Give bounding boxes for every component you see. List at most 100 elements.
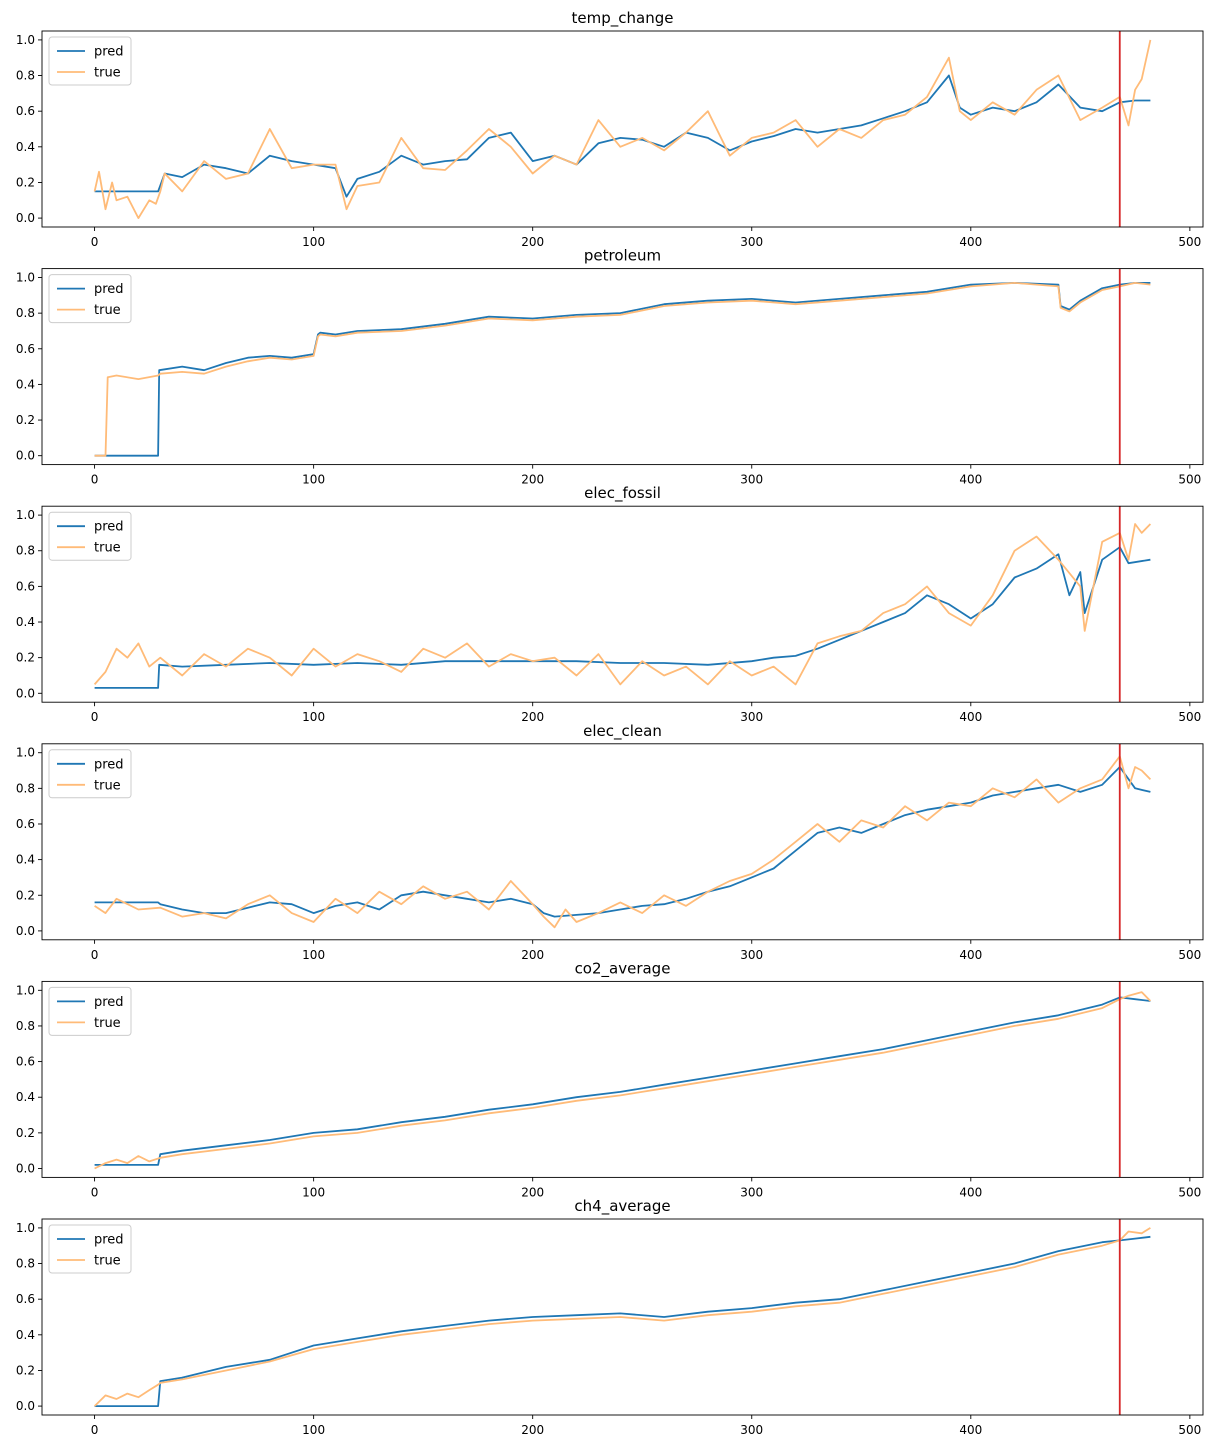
subplot-ch4_average: ch4_average 0 100 200 300 400 500 0.0 0.2 0.4 0.6 0… bbox=[16, 1197, 1204, 1437]
x-tick-label: 200 bbox=[521, 710, 544, 724]
legend-label-true: true bbox=[94, 1016, 121, 1031]
x-tick-label: 200 bbox=[521, 948, 544, 962]
series-line-true bbox=[93, 39, 1152, 220]
y-tick-label: 0.8 bbox=[16, 1019, 35, 1033]
x-tick-label: 200 bbox=[521, 235, 544, 249]
x-tick-label: 300 bbox=[740, 948, 763, 962]
subplot-elec_clean: elec_clean 0 100 200 300 400 500 0.0 0.2 0.4 0.6 0.… bbox=[16, 722, 1204, 962]
plot-frame bbox=[41, 30, 1204, 228]
y-tick-label: 0.0 bbox=[16, 1399, 35, 1413]
x-tick-label: 500 bbox=[1178, 948, 1201, 962]
plot-frame bbox=[41, 505, 1204, 703]
series-line-true bbox=[94, 991, 1152, 1170]
x-tick-label: 500 bbox=[1178, 710, 1201, 724]
y-tick-label: 0.4 bbox=[16, 140, 35, 154]
x-tick-label: 400 bbox=[959, 235, 982, 249]
x-tick-label: 0 bbox=[91, 235, 99, 249]
y-tick-label: 0.6 bbox=[16, 342, 35, 356]
legend-label-pred: pred bbox=[94, 282, 124, 297]
x-tick-label: 300 bbox=[740, 1185, 763, 1199]
subplot-elec_fossil: elec_fossil 0 100 200 300 400 500 0.0 0.2 0.4 0.6 0… bbox=[16, 484, 1204, 724]
y-tick-label: 1.0 bbox=[16, 746, 35, 760]
legend: pred true bbox=[48, 274, 132, 324]
y-tick-label: 0.6 bbox=[16, 1292, 35, 1306]
y-tick-label: 0.2 bbox=[16, 1363, 35, 1377]
x-tick-label: 0 bbox=[91, 1423, 99, 1437]
y-tick-label: 0.0 bbox=[16, 686, 35, 700]
y-tick-label: 0.4 bbox=[16, 853, 35, 867]
plot-frame bbox=[41, 743, 1204, 941]
subplot-title: elec_clean bbox=[583, 722, 662, 741]
y-tick-label: 0.0 bbox=[16, 211, 35, 225]
subplot-title: temp_change bbox=[572, 9, 674, 28]
legend-box bbox=[48, 274, 132, 324]
legend: pred true bbox=[48, 36, 132, 86]
plot-frame bbox=[41, 1218, 1204, 1416]
legend-box bbox=[48, 749, 132, 799]
legend-label-true: true bbox=[94, 303, 121, 318]
series-line-pred bbox=[94, 281, 1151, 457]
legend-label-pred: pred bbox=[94, 1233, 124, 1248]
legend-label-pred: pred bbox=[94, 757, 124, 772]
y-tick-label: 1.0 bbox=[16, 1221, 35, 1235]
x-tick-label: 100 bbox=[302, 710, 325, 724]
subplot-title: elec_fossil bbox=[584, 484, 661, 503]
x-tick-label: 400 bbox=[959, 473, 982, 487]
x-tick-label: 0 bbox=[91, 473, 99, 487]
x-tick-label: 400 bbox=[959, 948, 982, 962]
x-tick-label: 500 bbox=[1178, 1185, 1201, 1199]
x-tick-label: 300 bbox=[740, 1423, 763, 1437]
legend: pred true bbox=[48, 749, 132, 799]
legend: pred true bbox=[48, 1224, 132, 1274]
subplot-co2_average: co2_average 0 100 200 300 400 500 0.0 0.2 0.4 0.6 0… bbox=[16, 959, 1204, 1199]
series-line-true bbox=[94, 755, 1152, 929]
x-tick-label: 300 bbox=[740, 235, 763, 249]
y-tick-label: 0.8 bbox=[16, 1257, 35, 1271]
legend: pred true bbox=[48, 986, 132, 1036]
subplot-title: ch4_average bbox=[574, 1197, 670, 1216]
legend-box bbox=[48, 1224, 132, 1274]
x-tick-label: 200 bbox=[521, 1423, 544, 1437]
legend: pred true bbox=[48, 511, 132, 561]
y-tick-label: 0.6 bbox=[16, 579, 35, 593]
y-tick-label: 0.0 bbox=[16, 449, 35, 463]
y-tick-label: 0.2 bbox=[16, 413, 35, 427]
legend-label-true: true bbox=[94, 66, 121, 81]
y-tick-label: 0.4 bbox=[16, 377, 35, 391]
series-line-pred bbox=[94, 996, 1151, 1166]
y-tick-label: 0.6 bbox=[16, 817, 35, 831]
legend-box bbox=[48, 36, 132, 86]
y-tick-label: 1.0 bbox=[16, 33, 35, 47]
y-tick-label: 1.0 bbox=[16, 271, 35, 285]
x-tick-label: 400 bbox=[959, 710, 982, 724]
legend-label-pred: pred bbox=[94, 995, 124, 1010]
series-line-pred bbox=[94, 74, 1151, 198]
y-tick-label: 1.0 bbox=[16, 508, 35, 522]
legend-label-pred: pred bbox=[94, 45, 124, 60]
plot-frame bbox=[41, 980, 1204, 1178]
x-tick-label: 100 bbox=[302, 948, 325, 962]
subplot-temp_change: temp_change 0 100 200 300 400 500 0.0 0.2 0.4 0.6 0… bbox=[16, 9, 1204, 249]
series-line-true bbox=[94, 281, 1151, 457]
series-line-pred bbox=[94, 1235, 1151, 1407]
legend-label-true: true bbox=[94, 1254, 121, 1269]
y-tick-label: 0.8 bbox=[16, 544, 35, 558]
legend-box bbox=[48, 986, 132, 1036]
x-tick-label: 0 bbox=[91, 948, 99, 962]
y-tick-label: 0.4 bbox=[16, 1328, 35, 1342]
x-tick-label: 400 bbox=[959, 1423, 982, 1437]
plot-frame bbox=[41, 268, 1204, 466]
y-tick-label: 0.4 bbox=[16, 1090, 35, 1104]
y-tick-label: 1.0 bbox=[16, 983, 35, 997]
x-tick-label: 0 bbox=[91, 1185, 99, 1199]
x-tick-label: 500 bbox=[1178, 473, 1201, 487]
x-tick-label: 0 bbox=[91, 710, 99, 724]
series-line-true bbox=[93, 1227, 1151, 1407]
x-tick-label: 500 bbox=[1178, 235, 1201, 249]
x-tick-label: 300 bbox=[740, 473, 763, 487]
series-line-pred bbox=[94, 546, 1151, 689]
y-tick-label: 0.8 bbox=[16, 69, 35, 83]
y-tick-label: 0.0 bbox=[16, 1161, 35, 1175]
x-tick-label: 300 bbox=[740, 710, 763, 724]
